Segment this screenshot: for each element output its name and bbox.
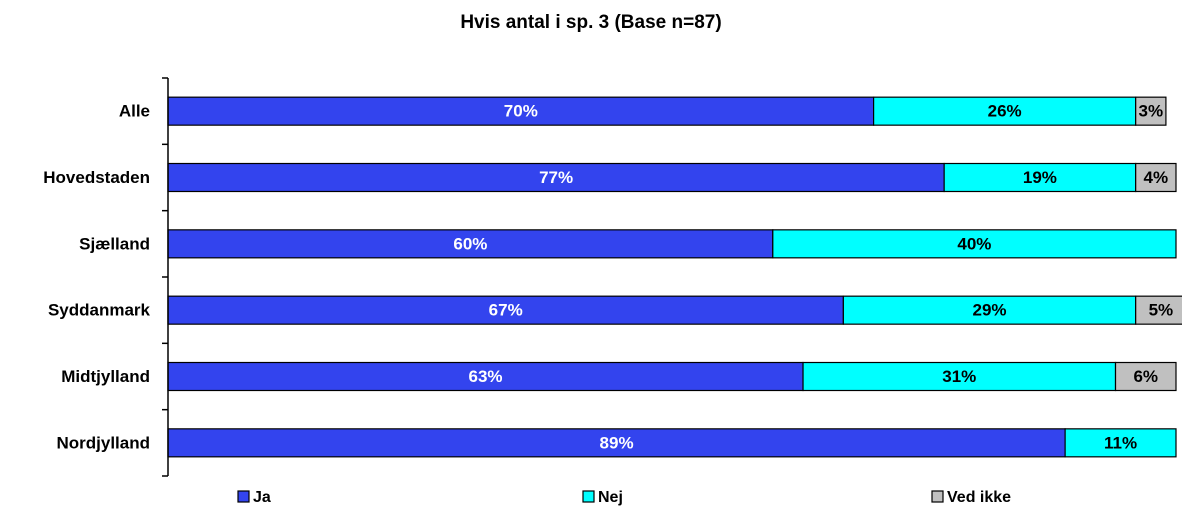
bar-segment [872,96,1137,126]
legend-label: Nej [598,489,623,506]
legend-label: Ja [253,489,271,506]
bar-segment [1114,361,1177,392]
data-label: 31% [942,367,976,386]
data-label: 6% [1133,367,1158,386]
y-tick-label: Sjælland [79,234,150,253]
data-label: 29% [973,301,1007,320]
data-label: 89% [600,433,634,452]
legend-swatch [582,490,595,503]
legend-label: Ved ikke [947,489,1011,506]
y-tick-label: Syddanmark [48,301,151,320]
data-label: 63% [469,367,503,386]
data-label: 5% [1149,301,1174,320]
y-tick-label: Nordjylland [56,433,150,452]
chart-title: Hvis antal i sp. 3 (Base n=87) [460,12,721,33]
bar-segment [802,361,1117,392]
bar-segment [772,229,1177,259]
bar-segment [1135,96,1167,126]
y-tick-label: Hovedstaden [43,168,150,187]
bar-segment [1135,162,1177,193]
bar-segment [1135,295,1182,325]
legend-swatch [237,490,250,503]
data-label: 77% [539,168,573,187]
data-label: 67% [489,301,523,320]
bar-segment [1064,428,1177,458]
legend-swatch [931,490,944,503]
bar-segment [943,162,1137,193]
data-label: 70% [504,102,538,121]
y-tick-label: Alle [119,102,150,121]
bar-segment [167,96,875,126]
y-tick-label: Midtjylland [61,367,150,386]
bar-segment [167,229,774,259]
data-label: 26% [988,102,1022,121]
bar-segment [842,295,1137,325]
data-label: 19% [1023,168,1057,187]
data-label: 40% [957,234,991,253]
data-label: 11% [1104,433,1137,452]
data-label: 4% [1144,168,1169,187]
data-label: 60% [453,234,487,253]
bar-segment [167,428,1066,458]
data-label: 3% [1139,102,1164,121]
